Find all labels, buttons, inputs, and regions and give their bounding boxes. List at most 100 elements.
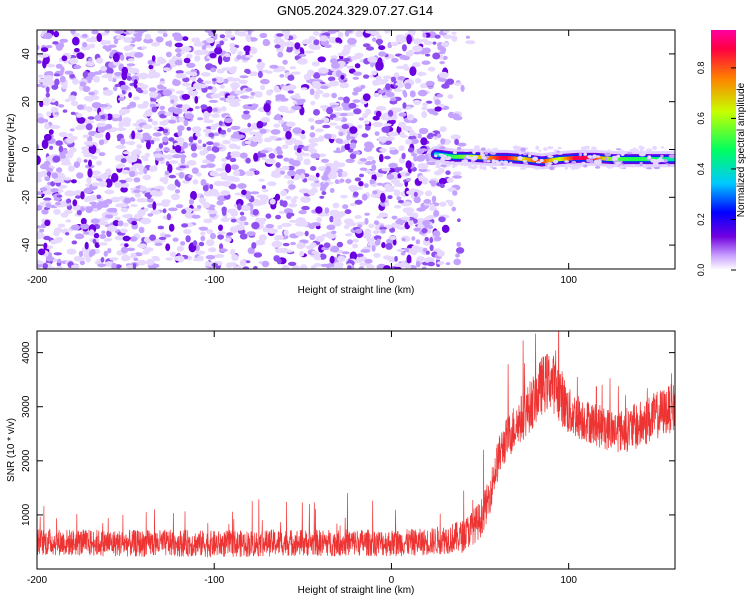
noise-speckle [362, 43, 371, 48]
noise-speckle [311, 81, 321, 86]
noise-speckle [153, 126, 160, 130]
noise-speckle [215, 167, 227, 172]
noise-speckle [369, 178, 376, 185]
noise-speckle [278, 210, 285, 214]
top-x-tick-label: 100 [560, 275, 577, 286]
noise-speckle [118, 97, 125, 102]
noise-speckle [176, 74, 187, 79]
noise-speckle [220, 106, 227, 112]
noise-speckle [335, 70, 342, 77]
noise-speckle [359, 167, 368, 171]
noise-speckle [375, 110, 382, 118]
noise-speckle [211, 189, 219, 196]
noise-speckle [120, 138, 126, 145]
noise-speckle [152, 201, 157, 211]
noise-speckle [288, 219, 298, 223]
noise-speckle [99, 217, 110, 221]
noise-speckle [269, 64, 279, 69]
noise-speckle [132, 123, 140, 127]
top-y-tick-label: -20 [21, 190, 32, 205]
noise-speckle [245, 54, 254, 58]
noise-speckle [51, 172, 59, 179]
signal-speckle [538, 149, 542, 152]
noise-speckle [289, 66, 297, 70]
noise-speckle [329, 255, 335, 264]
noise-speckle [203, 114, 209, 121]
noise-speckle [68, 95, 77, 102]
noise-speckle [257, 62, 266, 67]
noise-speckle [247, 30, 252, 35]
noise-speckle [38, 74, 44, 78]
noise-speckle [53, 73, 61, 77]
noise-speckle [230, 82, 240, 89]
noise-speckle [417, 163, 429, 170]
top-y-tick-label: 0 [21, 146, 32, 152]
noise-speckle [170, 99, 175, 104]
noise-speckle [442, 34, 453, 39]
noise-speckle [359, 158, 367, 162]
signal-speckle [466, 162, 472, 167]
noise-speckle [374, 240, 380, 246]
noise-speckle [323, 133, 332, 140]
noise-speckle [90, 218, 101, 224]
noise-speckle [248, 105, 257, 111]
noise-speckle [270, 202, 277, 210]
signal-speckle [489, 163, 494, 168]
signal-speckle [440, 154, 447, 159]
colorbar-tick-label: 0.6 [696, 112, 706, 125]
noise-speckle [142, 157, 149, 162]
noise-speckle [38, 78, 46, 83]
noise-speckle [197, 205, 202, 209]
noise-speckle [277, 224, 283, 230]
noise-speckle [148, 64, 154, 70]
noise-speckle [195, 250, 206, 255]
noise-speckle [206, 163, 216, 169]
noise-speckle [341, 251, 350, 255]
noise-speckle [37, 204, 43, 211]
noise-speckle [181, 93, 191, 100]
noise-speckle [151, 120, 159, 126]
noise-speckle [132, 263, 137, 269]
noise-speckle [111, 262, 117, 269]
noise-speckle [102, 200, 109, 207]
noise-speckle [105, 132, 111, 141]
noise-speckle [265, 158, 276, 165]
noise-speckle [352, 91, 359, 96]
noise-speckle [251, 242, 257, 249]
noise-speckle [167, 183, 177, 191]
signal-speckle [587, 155, 593, 159]
noise-speckle [70, 30, 76, 35]
noise-speckle [197, 139, 202, 144]
noise-speckle [416, 207, 426, 212]
noise-speckle [239, 220, 245, 226]
noise-speckle [311, 250, 318, 255]
noise-speckle [224, 237, 232, 243]
noise-speckle [372, 121, 384, 128]
noise-speckle [338, 138, 344, 144]
noise-speckle [96, 194, 102, 199]
noise-speckle [348, 102, 357, 109]
signal-speckle [564, 160, 569, 163]
noise-speckle [311, 61, 320, 67]
noise-speckle [88, 159, 92, 167]
noise-speckle [452, 171, 462, 176]
noise-speckle [39, 100, 44, 108]
noise-speckle [406, 254, 412, 264]
noise-speckle [323, 242, 331, 248]
noise-speckle [139, 185, 147, 192]
noise-speckle [114, 235, 125, 241]
noise-speckle [222, 55, 231, 63]
top-y-tick-label: -40 [21, 237, 32, 252]
bottom-x-tick-label: -100 [204, 575, 224, 586]
noise-speckle [82, 41, 88, 48]
noise-speckle [315, 172, 320, 178]
signal-speckle [522, 160, 527, 163]
noise-speckle [257, 70, 263, 79]
noise-speckle [378, 89, 385, 94]
noise-speckle [178, 117, 185, 122]
noise-speckle [254, 92, 263, 98]
noise-speckle [76, 257, 86, 262]
noise-speckle [281, 222, 292, 227]
noise-speckle [282, 264, 290, 269]
noise-speckle [39, 187, 48, 192]
